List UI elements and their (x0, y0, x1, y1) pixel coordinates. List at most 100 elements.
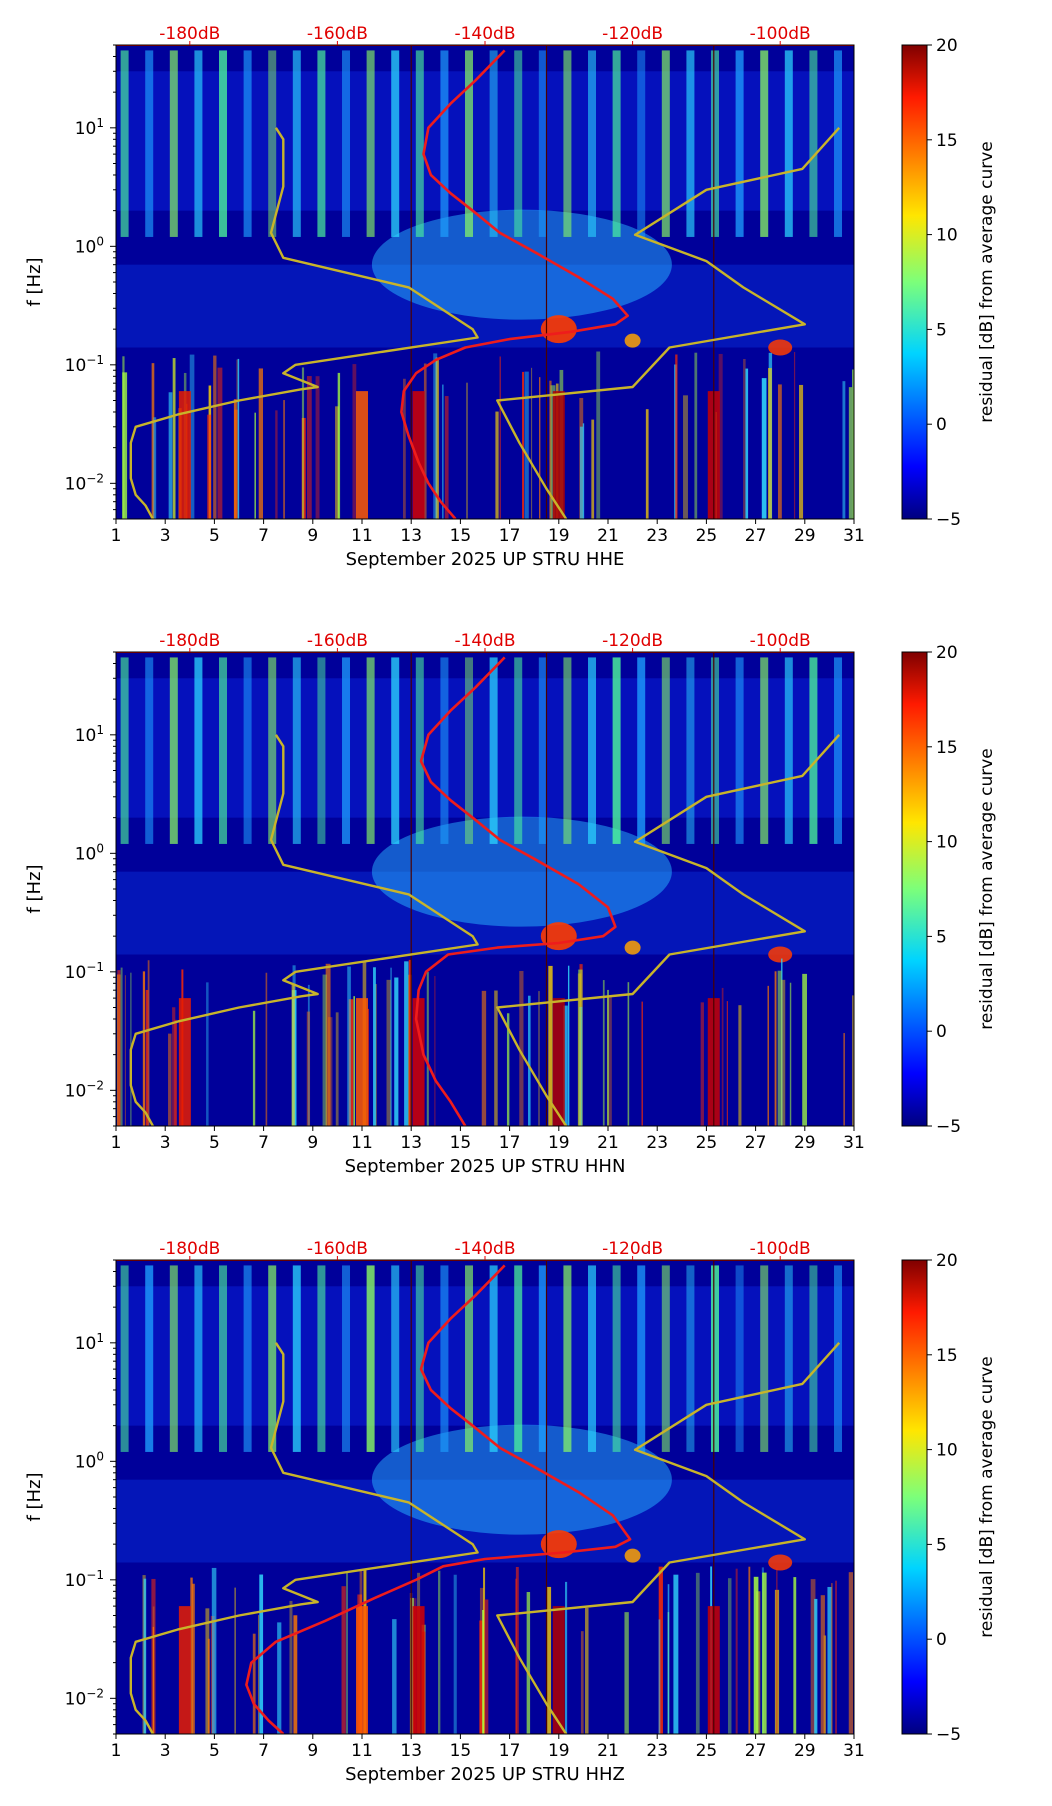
transient-stripe (721, 987, 724, 1126)
average-curve-line (245, 1264, 632, 1734)
diurnal-stripe (317, 657, 326, 844)
diurnal-stripe (169, 1265, 178, 1452)
diurnal-stripe (268, 1265, 277, 1452)
transient-stripe (403, 378, 406, 519)
noise-hotspot (624, 333, 641, 348)
transient-stripe (799, 384, 804, 519)
diurnal-stripe (292, 1265, 301, 1452)
x-tick-label: 29 (794, 526, 816, 546)
diurnal-stripe (612, 1265, 621, 1452)
colorbar-tick-label: −5 (936, 510, 961, 530)
colorbar-tick-label: 5 (936, 1535, 947, 1555)
transient-stripe (827, 1586, 832, 1734)
transient-stripe (776, 1567, 778, 1734)
transient-stripe (207, 414, 212, 519)
diurnal-stripe (219, 50, 228, 237)
x-tick-label: 7 (258, 1741, 269, 1761)
x-tick-label: 19 (548, 1741, 570, 1761)
diurnal-stripe (834, 657, 843, 844)
x-tick-label: 13 (400, 1741, 422, 1761)
x-tick-label: 25 (696, 1133, 718, 1153)
transient-stripe (745, 368, 749, 519)
y-tick-label: 10−2 (65, 1078, 104, 1101)
diurnal-stripe (809, 50, 818, 237)
diurnal-stripe (194, 657, 203, 844)
x-tick-label: 9 (307, 1741, 318, 1761)
top-db-label: -140dB (454, 631, 515, 651)
x-tick-label: 19 (548, 526, 570, 546)
diurnal-stripe (563, 1265, 572, 1452)
transient-event-band (552, 998, 565, 1126)
transient-stripe (283, 400, 285, 519)
x-tick-label: 7 (258, 1133, 269, 1153)
x-axis-label: September 2025 UP STRU HHE (346, 549, 625, 570)
x-tick-label: 17 (499, 526, 521, 546)
transient-stripe (538, 991, 540, 1126)
transient-stripe (563, 1005, 568, 1126)
diurnal-stripe (686, 50, 695, 237)
transient-stripe (206, 982, 209, 1126)
transient-stripe (335, 1012, 339, 1126)
x-tick-label: 21 (597, 1133, 619, 1153)
diurnal-stripe (637, 657, 646, 844)
x-tick-label: 31 (843, 526, 865, 546)
average-curve-line (414, 656, 617, 1126)
transient-stripe (153, 417, 157, 519)
diurnal-stripe (145, 657, 154, 844)
transient-stripe (762, 1572, 767, 1734)
transient-event-band (178, 391, 191, 519)
diurnal-stripe (760, 50, 769, 237)
transient-stripe (444, 396, 449, 519)
top-db-label: -160dB (307, 631, 368, 651)
transient-stripe (579, 426, 583, 519)
transient-stripe (793, 1577, 797, 1734)
top-db-label: -140dB (454, 24, 515, 44)
diurnal-stripe (538, 657, 547, 844)
x-tick-label: 11 (351, 526, 373, 546)
diurnal-stripe (514, 50, 523, 237)
noise-hotspot (768, 339, 793, 356)
transient-stripe (852, 995, 854, 1126)
heatmap-field (116, 45, 854, 519)
transient-stripe (495, 411, 499, 519)
transient-event-band (356, 391, 368, 519)
diurnal-stripe (440, 657, 449, 844)
diurnal-stripe (120, 50, 129, 237)
transient-stripe (624, 1612, 629, 1734)
transient-stripe (327, 1017, 333, 1126)
transient-stripe (777, 970, 782, 1126)
transient-event-band (552, 391, 565, 519)
x-tick-label: 25 (696, 526, 718, 546)
transient-stripe (466, 382, 468, 519)
transient-stripe (173, 358, 176, 519)
colorbar-tick-label: 20 (936, 1251, 958, 1271)
transient-stripe (675, 354, 678, 519)
transient-stripe (211, 1567, 217, 1734)
diurnal-stripe (465, 657, 474, 844)
transient-stripe (122, 372, 128, 519)
transient-stripe (667, 1584, 670, 1734)
transient-stripe (761, 378, 767, 519)
x-tick-label: 31 (843, 1133, 865, 1153)
colorbar-tick-label: 10 (936, 833, 958, 853)
transient-stripe (190, 1577, 193, 1734)
transient-stripe (291, 984, 295, 1126)
transient-stripe (265, 972, 268, 1126)
diurnal-stripe (194, 1265, 203, 1452)
noise-model-line (129, 734, 479, 1126)
x-tick-label: 17 (499, 1133, 521, 1153)
transient-stripe (337, 372, 341, 519)
transient-stripe (842, 381, 846, 519)
transient-stripe (802, 973, 807, 1126)
diurnal-stripe (465, 50, 474, 237)
heatmap-field (116, 652, 854, 1126)
colorbar-tick-label: −5 (936, 1725, 961, 1745)
y-axis-label: f [Hz] (24, 1472, 45, 1521)
transient-stripe (549, 380, 552, 519)
diurnal-stripe (760, 1265, 769, 1452)
noise-hotspot (624, 1548, 641, 1563)
transient-stripe (386, 979, 392, 1126)
x-tick-label: 15 (450, 526, 472, 546)
transient-stripe (780, 958, 783, 1126)
diurnal-stripe (711, 1265, 720, 1452)
